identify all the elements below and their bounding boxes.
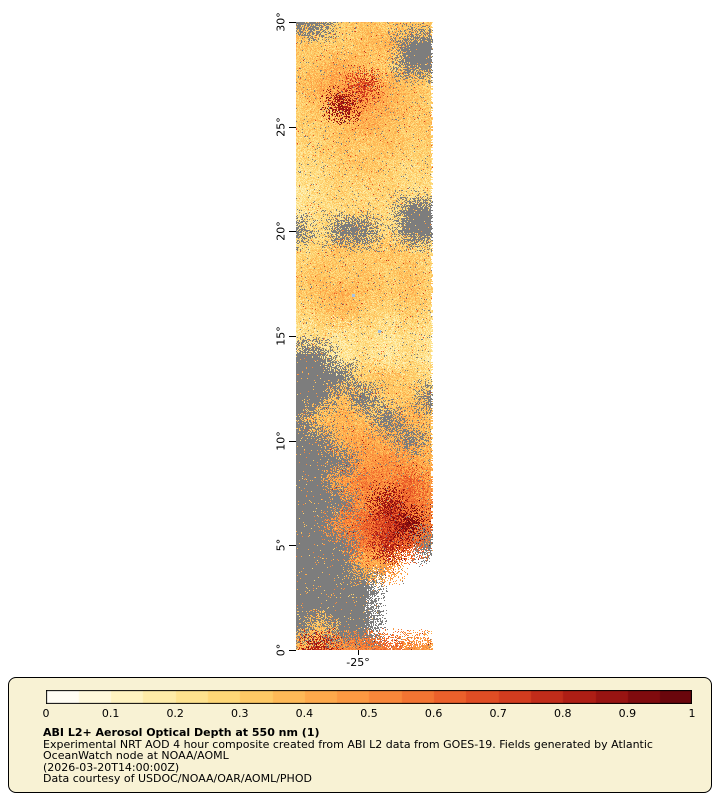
colorbar-tick-label: 0.9: [618, 707, 637, 720]
lat-tick-label: 5°: [274, 538, 288, 552]
colorbar-tick-label: 0.8: [554, 707, 572, 720]
lat-tick-label: 30°: [274, 12, 288, 32]
lat-tick-label: 0°: [274, 643, 288, 657]
colorbar: [46, 690, 692, 704]
colorbar-tick-label: 0.6: [424, 707, 443, 720]
colorbar-tick-label: 0: [42, 707, 50, 720]
legend-title: ABI L2+ Aerosol Optical Depth at 550 nm …: [43, 726, 320, 739]
legend-box: 0 0.1 0.2 0.3 0.4 0.5 0.6 0.7 0.8 0.9 1 ABI L2+ Ae…: [8, 677, 712, 793]
lat-tick-label: 20°: [274, 221, 288, 241]
lat-tick-mark: [289, 231, 296, 232]
colorbar-tick-label: 0.7: [489, 707, 507, 720]
lat-tick-mark: [289, 127, 296, 128]
colorbar-tick-label: 1: [688, 707, 696, 720]
lon-tick-mark: [358, 650, 359, 655]
colorbar-tick-label: 0.2: [166, 707, 184, 720]
colorbar-tick-label: 0.4: [295, 707, 314, 720]
legend-text: ABI L2+ Aerosol Optical Depth at 550 nm …: [43, 727, 653, 785]
legend-timestamp: (2026-03-20T14:00:00Z): [43, 760, 180, 774]
colorbar-tick-label: 0.3: [231, 707, 249, 720]
lat-tick-label: 25°: [274, 117, 288, 137]
lat-tick-mark: [289, 650, 296, 651]
legend-description-line2: OceanWatch node at NOAA/AOML: [43, 749, 229, 762]
lat-tick-mark: [289, 336, 296, 337]
lat-tick-mark: [289, 22, 296, 23]
legend-description-line1: Experimental NRT AOD 4 hour composite cr…: [43, 737, 653, 751]
lon-tick-label: -25°: [346, 656, 370, 669]
aod-map-canvas: [296, 22, 433, 650]
lat-tick-mark: [289, 441, 296, 442]
colorbar-tick-label: 0.1: [101, 707, 120, 720]
lat-tick-label: 15°: [274, 326, 288, 346]
lat-tick-label: 10°: [274, 431, 288, 451]
legend-courtesy: Data courtesy of USDOC/NOAA/OAR/AOML/PHO…: [43, 772, 312, 785]
colorbar-tick-label: 0.5: [360, 707, 378, 720]
lat-tick-mark: [289, 545, 296, 546]
